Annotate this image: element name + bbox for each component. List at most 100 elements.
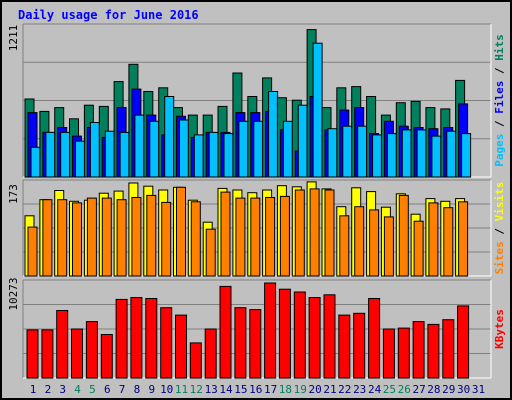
bar-sites-day-13	[205, 228, 216, 277]
bar-pages-day-19	[297, 104, 308, 178]
bar-kbytes-day-5	[85, 321, 98, 379]
x-tick-day-14: 14	[219, 383, 233, 396]
bar-kbytes-day-27	[412, 321, 425, 379]
bar-pages-day-10	[164, 96, 175, 178]
bar-sites-day-7	[116, 199, 127, 277]
bar-sites-day-8	[131, 197, 142, 277]
bar-sites-day-6	[101, 197, 112, 277]
bar-kbytes-day-24	[368, 298, 381, 379]
bar-pages-day-1	[30, 146, 41, 178]
x-tick-day-15: 15	[234, 383, 247, 396]
bar-kbytes-day-8	[130, 297, 143, 379]
bar-sites-day-16	[250, 197, 261, 277]
bar-kbytes-day-3	[56, 310, 69, 379]
bar-sites-day-2	[42, 199, 53, 277]
bar-kbytes-day-30	[457, 305, 470, 379]
bar-kbytes-day-28	[427, 323, 440, 379]
bar-pages-day-7	[119, 131, 130, 178]
x-tick-day-10: 10	[160, 383, 173, 396]
x-tick-day-27: 27	[412, 383, 425, 396]
bar-kbytes-day-22	[338, 314, 351, 379]
bar-pages-day-27	[416, 129, 427, 178]
x-tick-day-29: 29	[442, 383, 455, 396]
x-tick-day-24: 24	[368, 383, 382, 396]
bar-kbytes-day-16	[249, 309, 262, 379]
bar-pages-day-22	[342, 125, 353, 178]
x-tick-day-6: 6	[104, 383, 111, 396]
axis-label-part: Sites	[493, 241, 506, 274]
bar-pages-day-8	[134, 114, 145, 178]
bar-kbytes-day-4	[71, 328, 83, 379]
x-tick-day-4: 4	[74, 383, 81, 396]
y-max-label: 173	[7, 184, 20, 204]
bar-sites-day-14	[220, 191, 231, 277]
y-axis-label: KBytes	[493, 309, 506, 349]
x-tick-day-12: 12	[190, 383, 203, 396]
bar-kbytes-day-26	[397, 327, 410, 379]
bar-sites-day-27	[413, 220, 424, 277]
bar-pages-day-13	[208, 131, 219, 178]
bar-pages-day-20	[312, 42, 323, 178]
axis-label-part: Hits	[493, 34, 506, 61]
bar-kbytes-day-23	[353, 312, 366, 379]
bar-kbytes-day-1	[26, 329, 39, 379]
bar-kbytes-day-20	[308, 297, 321, 379]
bar-sites-day-19	[294, 189, 305, 277]
axis-label-part: Pages	[493, 134, 506, 167]
bar-kbytes-day-17	[264, 282, 277, 379]
bar-kbytes-day-11	[175, 314, 187, 379]
bar-pages-day-9	[149, 120, 160, 178]
axis-label-part: Files	[493, 81, 506, 114]
bar-kbytes-day-14	[219, 285, 232, 379]
bar-pages-day-14	[223, 133, 234, 178]
bar-kbytes-day-15	[234, 307, 247, 379]
x-tick-day-18: 18	[279, 383, 292, 396]
bar-pages-day-26	[401, 129, 412, 178]
y-axis-label: Pages / Files / Hits	[493, 34, 506, 167]
x-tick-day-11: 11	[175, 383, 188, 396]
bar-kbytes-day-7	[115, 298, 128, 379]
bar-kbytes-day-9	[145, 298, 158, 379]
x-tick-day-26: 26	[398, 383, 411, 396]
bar-sites-day-1	[27, 226, 38, 277]
bar-sites-day-24	[369, 209, 380, 277]
axis-label-separator: /	[493, 221, 506, 241]
bar-sites-day-23	[354, 206, 365, 277]
bar-sites-day-20	[309, 188, 320, 277]
bar-kbytes-day-25	[382, 328, 395, 379]
x-tick-day-22: 22	[338, 383, 351, 396]
bar-kbytes-day-13	[204, 328, 217, 379]
bar-pages-day-29	[446, 130, 457, 178]
bar-pages-day-15	[238, 120, 249, 178]
bar-sites-day-17	[265, 197, 276, 277]
bar-pages-day-30	[461, 133, 472, 178]
x-tick-day-16: 16	[249, 383, 262, 396]
axis-label-part: KBytes	[493, 309, 506, 349]
bar-pages-day-16	[253, 120, 264, 178]
bar-kbytes-day-2	[41, 329, 54, 379]
x-tick-day-25: 25	[383, 383, 396, 396]
x-tick-day-5: 5	[89, 383, 96, 396]
x-tick-day-23: 23	[353, 383, 366, 396]
bar-pages-day-11	[179, 119, 189, 178]
chart-title: Daily usage for June 2016	[18, 8, 199, 22]
x-tick-day-9: 9	[148, 383, 155, 396]
bar-kbytes-day-21	[323, 294, 336, 379]
bar-pages-day-24	[372, 134, 383, 178]
bar-kbytes-day-10	[160, 307, 173, 379]
bar-pages-day-6	[104, 130, 115, 178]
x-tick-day-1: 1	[30, 383, 37, 396]
x-tick-day-3: 3	[59, 383, 66, 396]
bar-pages-day-3	[60, 131, 71, 178]
x-tick-day-21: 21	[323, 383, 336, 396]
bar-kbytes-day-19	[293, 291, 306, 379]
y-max-label: 1211	[7, 25, 20, 52]
bar-kbytes-day-18	[278, 288, 291, 379]
bar-sites-day-18	[279, 195, 290, 277]
bar-pages-day-25	[386, 133, 397, 178]
bar-sites-day-30	[458, 201, 469, 277]
bar-pages-day-17	[268, 91, 279, 178]
x-tick-day-8: 8	[134, 383, 141, 396]
bar-sites-day-4	[72, 202, 82, 277]
